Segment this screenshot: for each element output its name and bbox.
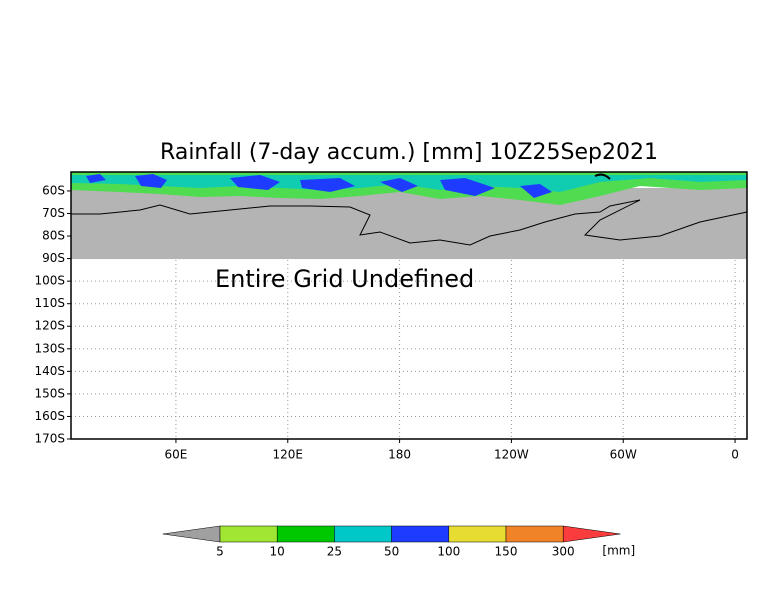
lon-tick-label: 60E [165, 448, 188, 462]
lat-tick-label: 140S [34, 364, 65, 378]
colorbar-unit: [mm] [602, 544, 635, 558]
lon-tick-label: 180 [388, 448, 411, 462]
lon-tick-label: 120E [273, 448, 304, 462]
lon-tick-label: 120W [494, 448, 529, 462]
colorbar-segment [391, 525, 450, 543]
lat-tick-label: 130S [34, 341, 65, 355]
colorbar-label: 300 [552, 545, 575, 559]
lon-tick-label: 60W [610, 448, 637, 462]
colorbar-label: 150 [495, 545, 518, 559]
colorbar-segment [334, 525, 392, 543]
map-title: Rainfall (7-day accum.) [mm] 10Z25Sep202… [160, 140, 658, 165]
lat-tick-label: 160S [34, 409, 65, 423]
coastline [594, 173, 611, 180]
coastline [71, 199, 748, 246]
colorbar-segment [505, 525, 564, 543]
lat-tick-label: 90S [42, 251, 65, 265]
colorbar-segment [448, 525, 507, 543]
colorbar-arrow [162, 525, 221, 543]
lat-tick-label: 70S [42, 206, 65, 220]
colorbar: 5 10 25 50 100 150 300 [mm] [162, 525, 635, 559]
lat-tick-label: 120S [34, 319, 65, 333]
rain-patch [86, 174, 552, 198]
data-field [71, 172, 748, 259]
colorbar-label: 50 [384, 545, 399, 559]
colorbar-segment [276, 525, 335, 543]
lat-tick-label: 150S [34, 386, 65, 400]
undefined-area [71, 188, 747, 259]
lat-tick-label: 110S [34, 296, 65, 310]
note: Entire Grid Undefined [215, 265, 474, 293]
colorbar-arrow [562, 525, 621, 543]
colorbar-label: 10 [270, 545, 285, 559]
map-frame [70, 171, 748, 440]
colorbar-label: 5 [216, 545, 224, 559]
lat-tick-label: 170S [34, 432, 65, 446]
colorbar-segment [219, 525, 278, 543]
colorbar-label: 25 [327, 545, 342, 559]
colorbar-label: 100 [437, 545, 460, 559]
lat-tick-label: 100S [34, 274, 65, 288]
lon-tick-label: 0 [731, 448, 739, 462]
lat-tick-label: 60S [42, 183, 65, 197]
lat-tick-label: 80S [42, 229, 65, 243]
